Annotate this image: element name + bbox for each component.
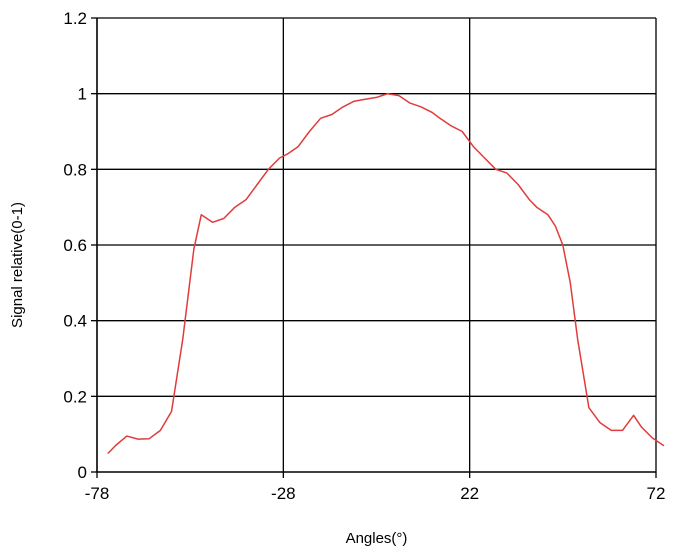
x-tick-label: -78 (85, 484, 110, 503)
x-tick-label: 22 (460, 484, 479, 503)
grid (97, 17, 657, 472)
y-tick-label: 0.2 (63, 387, 87, 406)
y-tick-label: 1.2 (63, 9, 87, 28)
x-axis-title: Angles(°) (346, 530, 408, 547)
axes (91, 17, 657, 478)
y-tick-label: 0.8 (63, 160, 87, 179)
x-tick-label: -28 (271, 484, 296, 503)
y-tick-label: 1 (78, 85, 87, 104)
x-tick-label: 72 (647, 484, 666, 503)
y-axis-title: Signal relative(0-1) (9, 202, 26, 328)
series-line (107, 92, 665, 454)
y-tick-label: 0 (78, 463, 87, 482)
series-layer (107, 92, 665, 454)
y-tick-label: 0.4 (63, 312, 87, 331)
y-tick-label: 0.6 (63, 236, 87, 255)
tick-labels: 0 0.2 0.4 0.6 0.8 1 1.2 -78 -28 22 72 (63, 9, 665, 503)
